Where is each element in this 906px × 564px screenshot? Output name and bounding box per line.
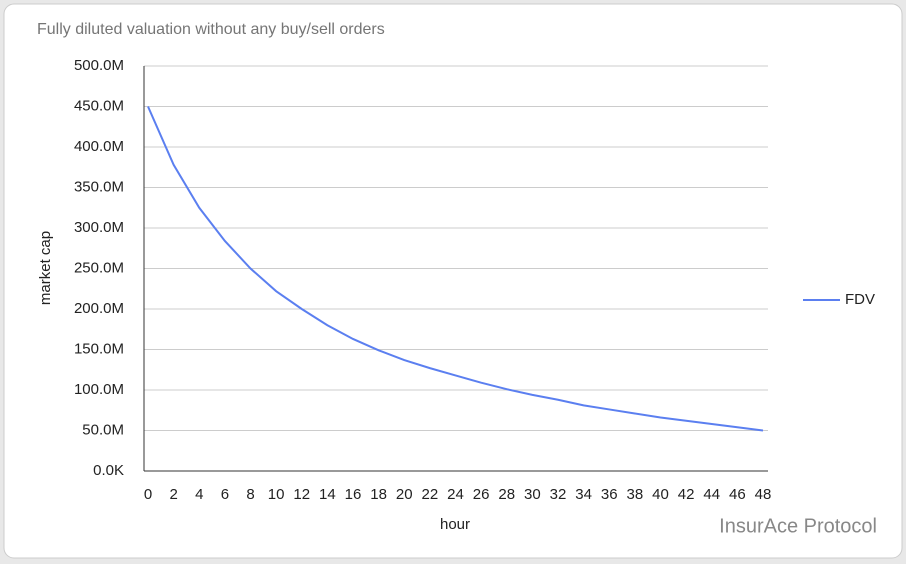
x-tick-label: 38 [627,486,644,503]
x-tick-label: 4 [195,486,203,503]
y-axis-label: market cap [37,231,54,305]
y-tick-label: 250.0M [74,259,124,276]
x-tick-label: 10 [268,486,285,503]
x-tick-label: 0 [144,486,152,503]
x-tick-label: 12 [293,486,310,503]
legend-label: FDV [845,291,875,308]
x-tick-label: 40 [652,486,669,503]
y-tick-label: 150.0M [74,340,124,357]
y-tick-label: 300.0M [74,219,124,236]
y-tick-label: 200.0M [74,300,124,317]
x-tick-label: 32 [550,486,567,503]
x-tick-label: 6 [221,486,229,503]
data-line [147,106,764,432]
x-tick-label: 14 [319,486,336,503]
x-tick-label: 24 [447,486,464,503]
y-tick-label: 100.0M [74,381,124,398]
x-tick-label: 26 [473,486,490,503]
y-tick-label: 500.0M [74,57,124,74]
card [3,3,903,559]
y-tick-label: 400.0M [74,138,124,155]
y-tick-label: 350.0M [74,178,124,195]
x-tick-label: 8 [246,486,254,503]
x-tick-label: 30 [524,486,541,503]
watermark: InsurAce Protocol [719,515,877,537]
x-tick-label: 46 [729,486,746,503]
x-axis-label: hour [440,516,470,533]
x-tick-label: 20 [396,486,413,503]
x-tick-label: 18 [370,486,387,503]
x-tick-label: 36 [601,486,618,503]
y-tick-label: 0.0K [93,462,124,479]
x-tick-label: 42 [678,486,695,503]
y-tick-label: 450.0M [74,97,124,114]
x-tick-label: 48 [755,486,772,503]
x-tick-label: 22 [422,486,439,503]
y-tick-label: 50.0M [82,421,124,438]
x-tick-label: 44 [703,486,720,503]
x-tick-label: 16 [345,486,362,503]
chart-title: Fully diluted valuation without any buy/… [37,21,385,38]
x-tick-label: 28 [498,486,515,503]
x-tick-label: 2 [169,486,177,503]
x-tick-label: 34 [575,486,592,503]
